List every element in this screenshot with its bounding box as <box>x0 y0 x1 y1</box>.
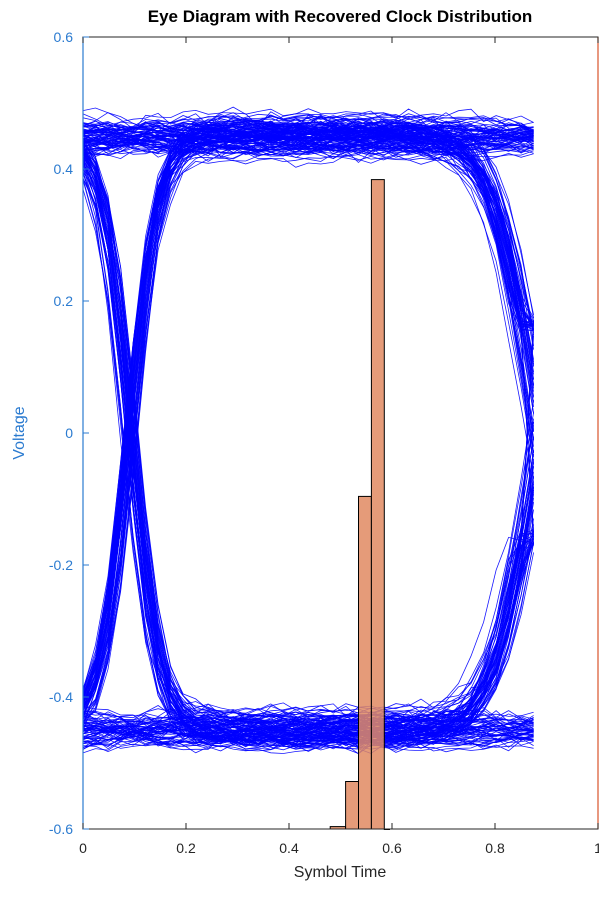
eye-trace <box>82 399 534 735</box>
eye-trace <box>82 152 534 701</box>
eye-traces-group <box>82 106 534 755</box>
eye-trace <box>82 135 534 694</box>
eye-trace <box>82 113 534 700</box>
y-tick-label: 0 <box>65 425 73 441</box>
histogram-bar <box>370 179 385 830</box>
eye-trace <box>82 130 534 723</box>
x-tick-label: 1 <box>594 840 599 856</box>
eye-trace <box>82 128 534 144</box>
eye-trace <box>82 153 534 729</box>
eye-trace <box>82 509 534 735</box>
eye-trace <box>82 721 534 738</box>
eye-trace <box>82 524 534 747</box>
y-tick-label: -0.2 <box>49 557 73 573</box>
eye-trace <box>82 134 534 149</box>
eye-trace <box>82 487 534 730</box>
eye-trace <box>82 164 534 735</box>
x-tick-label: 0.6 <box>382 840 402 856</box>
histogram-bar <box>345 781 360 830</box>
eye-trace <box>82 115 534 156</box>
y-axis-label: Voltage <box>11 406 28 459</box>
y-tick-label: 0.6 <box>54 29 74 45</box>
eye-trace <box>82 719 534 738</box>
eye-trace <box>82 159 534 745</box>
eye-trace <box>82 483 534 743</box>
eye-trace <box>82 147 534 750</box>
eye-trace <box>82 130 534 145</box>
x-tick-label: 0.8 <box>485 840 505 856</box>
eye-trace <box>82 116 534 373</box>
y-tick-label: -0.4 <box>49 689 73 705</box>
y-tick-label: 0.4 <box>54 161 74 177</box>
x-tick-label: 0.4 <box>279 840 299 856</box>
y-tick-label: -0.6 <box>49 821 73 837</box>
eye-trace <box>82 144 534 726</box>
x-tick-label: 0.2 <box>176 840 196 856</box>
x-ticks-group: 0 0.2 0.4 0.6 0.8 1 <box>79 37 599 856</box>
eye-trace <box>82 113 534 708</box>
eye-trace <box>82 162 534 739</box>
y-ticks-group: -0.6 -0.4 -0.2 0 0.2 0.4 0.6 <box>49 29 89 837</box>
eye-trace <box>82 147 534 479</box>
chart-title: Eye Diagram with Recovered Clock Distrib… <box>148 7 532 26</box>
eye-trace <box>82 110 534 134</box>
eye-trace <box>82 421 534 733</box>
x-tick-label: 0 <box>79 840 87 856</box>
eye-trace <box>82 121 534 135</box>
eye-trace <box>82 421 534 735</box>
eye-trace <box>82 124 534 142</box>
eye-trace <box>82 480 534 730</box>
histogram-bar <box>358 495 372 830</box>
y-tick-label: 0.2 <box>54 293 74 309</box>
eye-trace <box>82 127 534 144</box>
eye-trace <box>82 727 534 754</box>
x-axis-label: Symbol Time <box>294 864 387 881</box>
eye-trace <box>82 129 534 350</box>
eye-trace <box>82 138 534 441</box>
eye-trace <box>82 137 534 447</box>
eye-trace <box>82 106 534 346</box>
eye-trace <box>82 717 534 732</box>
